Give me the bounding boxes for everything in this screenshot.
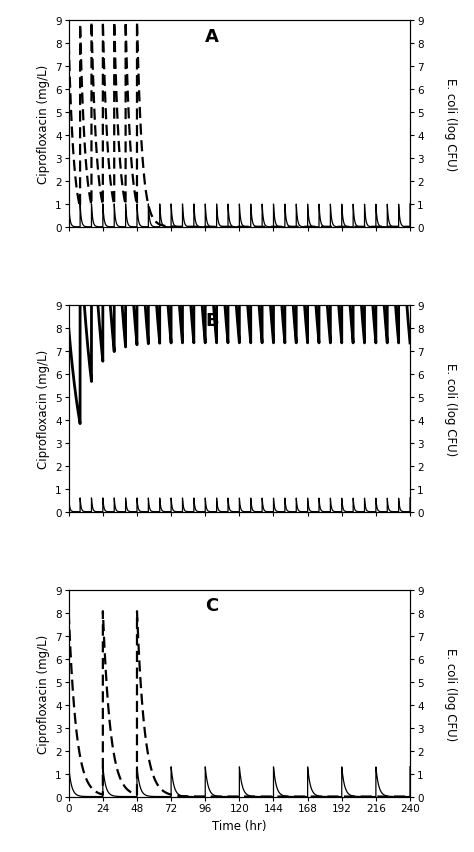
X-axis label: Time (hr): Time (hr)	[212, 819, 266, 832]
Text: A: A	[205, 27, 219, 45]
Y-axis label: E. coli (log CFU): E. coli (log CFU)	[445, 78, 457, 171]
Y-axis label: Ciprofloxacin (mg/L): Ciprofloxacin (mg/L)	[36, 65, 50, 184]
Y-axis label: Ciprofloxacin (mg/L): Ciprofloxacin (mg/L)	[36, 634, 50, 753]
Text: C: C	[205, 596, 219, 614]
Y-axis label: E. coli (log CFU): E. coli (log CFU)	[445, 647, 457, 740]
Y-axis label: Ciprofloxacin (mg/L): Ciprofloxacin (mg/L)	[36, 349, 50, 469]
Y-axis label: E. coli (log CFU): E. coli (log CFU)	[445, 362, 457, 456]
Text: B: B	[205, 312, 219, 330]
